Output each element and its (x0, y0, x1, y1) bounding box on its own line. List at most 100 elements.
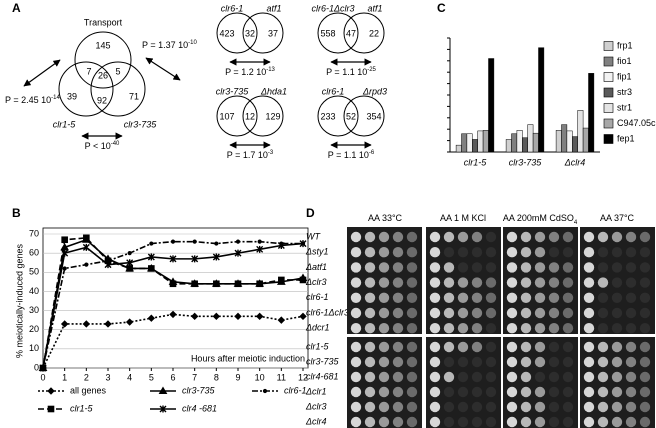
yeast-spot (350, 371, 362, 383)
point-marker (126, 259, 134, 267)
yeast-spot (392, 292, 404, 303)
point-marker (234, 280, 242, 288)
legend-label: clr1-5 (70, 403, 93, 413)
yeast-spot (534, 371, 546, 383)
p-value-text: P = 1.37 10 (142, 40, 188, 50)
yeast-spot (520, 401, 532, 413)
yeast-spot (625, 231, 637, 243)
yeast-spot (562, 341, 574, 353)
p-value: P = 1.2 10-13 (225, 67, 275, 78)
venn-set-label: atf1 (266, 3, 281, 13)
yeast-spot (583, 277, 595, 288)
p-value: P = 1.1 10-6 (328, 150, 375, 161)
yeast-spot (625, 341, 637, 353)
venn-count: 233 (320, 111, 335, 121)
yeast-spot (597, 371, 609, 383)
yeast-spot (443, 371, 455, 383)
yeast-spot (506, 247, 518, 258)
yeast-spot (583, 416, 595, 428)
venn-circle (74, 31, 132, 89)
yeast-spot (611, 386, 623, 398)
bar (561, 124, 568, 153)
point-marker (127, 251, 132, 256)
yeast-spot (443, 247, 455, 258)
x-tick-label: 2 (84, 372, 89, 382)
yeast-spot (548, 277, 560, 288)
x-tick-label: Δclr4 (564, 157, 586, 167)
venn-set-label: clr3-735 (216, 86, 250, 96)
yeast-spot (364, 247, 376, 258)
yeast-spot (583, 371, 595, 383)
panel-label: D (306, 206, 315, 220)
yeast-spot (392, 416, 404, 428)
point-marker (126, 265, 133, 272)
venn-circle (242, 12, 284, 54)
yeast-spot (625, 416, 637, 428)
y-tick-label: 0 (34, 362, 39, 372)
yeast-spot (506, 231, 518, 243)
x-tick-label: clr3-735 (509, 157, 543, 167)
double-arrow (23, 59, 61, 87)
yeast-spot (471, 356, 483, 368)
p-value-text: P < 10 (85, 141, 111, 151)
venn-circle (242, 95, 284, 137)
y-tick-label: 60 (29, 248, 39, 258)
legend-label: fip1 (617, 71, 632, 81)
yeast-spot (611, 262, 623, 273)
yeast-spot (364, 277, 376, 288)
yeast-spot (378, 401, 390, 413)
legend-label: clr3-735 (182, 385, 216, 395)
p-value-text: P = 1.7 10 (227, 150, 268, 160)
bar (527, 124, 534, 153)
venn-set-label: Δhda1 (260, 86, 287, 96)
yeast-spot (378, 292, 390, 303)
legend-swatch (603, 87, 614, 98)
yeast-spot (429, 323, 441, 334)
yeast-spot (350, 231, 362, 243)
point-marker (104, 261, 112, 269)
strain-label: clr4-681 (306, 371, 339, 381)
x-tick-label: clr1-5 (464, 157, 487, 167)
yeast-spot (485, 307, 497, 319)
point-marker (278, 276, 285, 284)
x-tick-label: 12 (298, 372, 308, 382)
yeast-spot (350, 341, 362, 353)
venn-set-label: clr3-735 (124, 119, 158, 129)
yeast-spot (520, 277, 532, 288)
bar (555, 130, 562, 153)
yeast-spot (597, 277, 609, 288)
legend-swatch (603, 103, 614, 113)
venn-count: 92 (97, 95, 107, 105)
yeast-spot (457, 247, 469, 258)
yeast-spot (392, 341, 404, 353)
yeast-spot (548, 323, 560, 334)
yeast-spot (364, 371, 376, 383)
point-marker (212, 312, 221, 321)
bar (516, 130, 523, 153)
yeast-spot (350, 277, 362, 288)
yeast-spot (597, 292, 609, 303)
yeast-spot (625, 247, 637, 258)
yeast-spot (583, 386, 595, 398)
bar (488, 58, 495, 153)
venn-count: 7 (86, 66, 91, 76)
legend-label: frp1 (617, 40, 633, 50)
condition-label: AA 33°C (368, 213, 403, 223)
yeast-spot (548, 341, 560, 353)
yeast-spot (364, 231, 376, 243)
yeast-spot (639, 371, 651, 383)
yeast-spot (443, 323, 455, 334)
legend-label: fio1 (617, 56, 632, 66)
yeast-spot (534, 307, 546, 319)
yeast-spot (597, 247, 609, 258)
yeast-spot (392, 307, 404, 319)
yeast-spot (548, 231, 560, 243)
point-marker (191, 280, 198, 288)
yeast-spot (364, 292, 376, 303)
yeast-spot (611, 416, 623, 428)
yeast-spot (562, 356, 574, 368)
yeast-spot (506, 386, 518, 398)
legend-marker (158, 386, 168, 394)
yeast-spot (562, 231, 574, 243)
